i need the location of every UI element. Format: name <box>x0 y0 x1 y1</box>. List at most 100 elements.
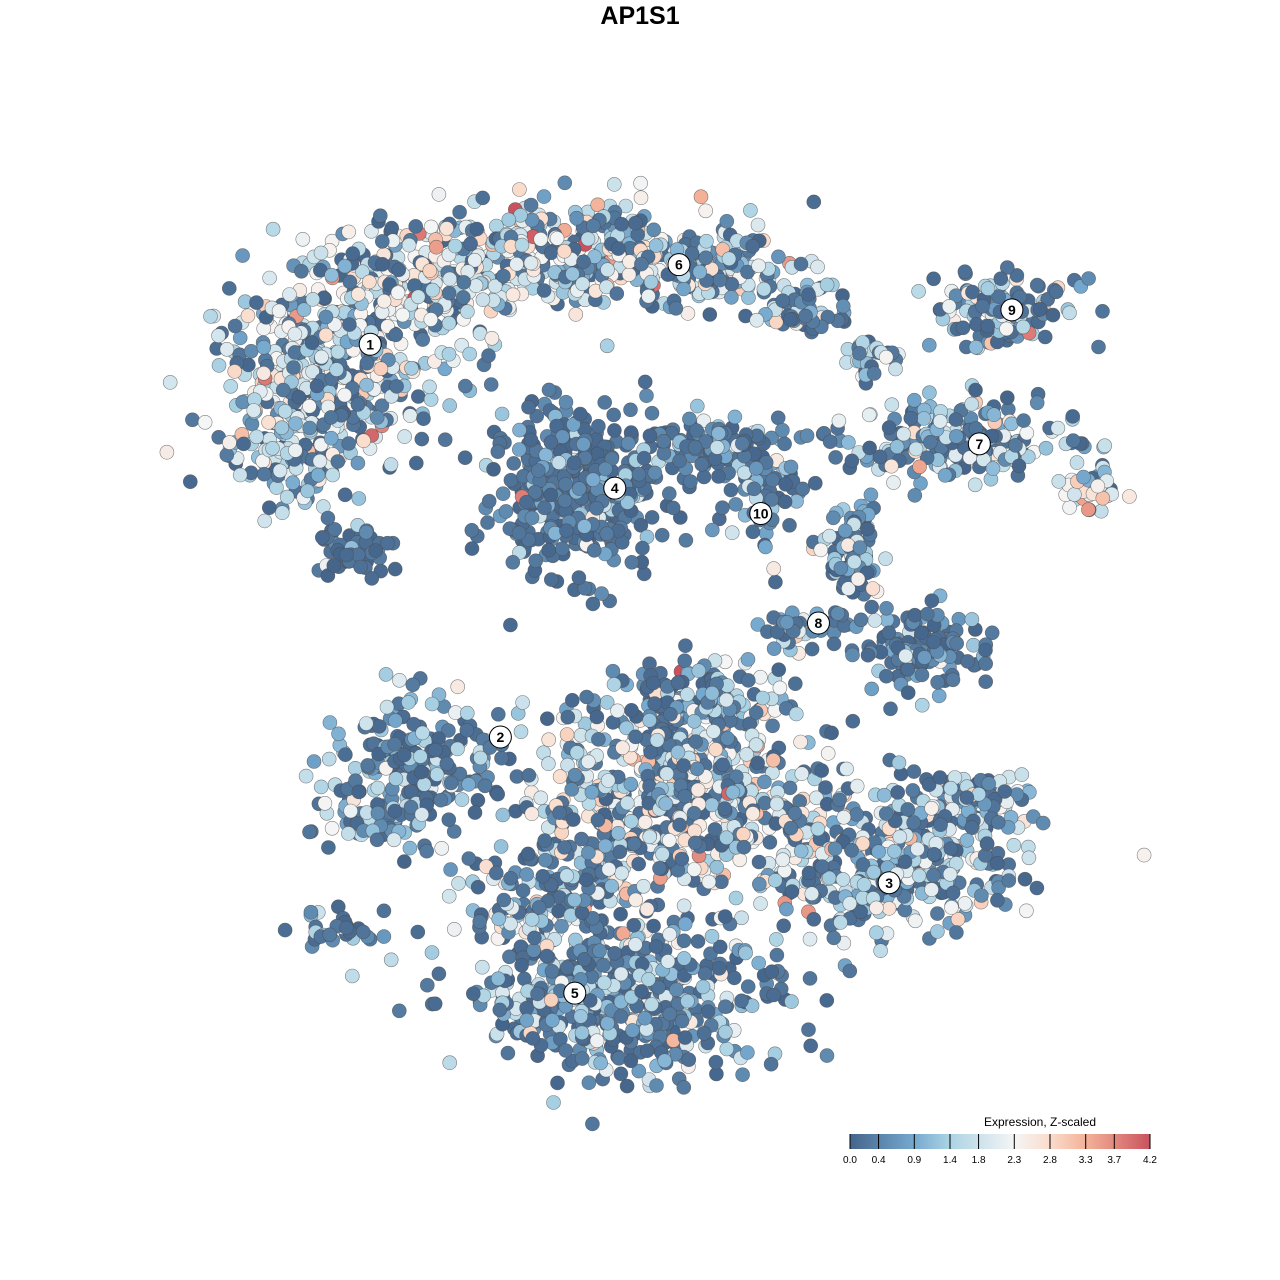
data-point <box>820 746 836 761</box>
data-point <box>318 327 334 343</box>
data-point <box>906 392 922 408</box>
data-point <box>661 486 677 501</box>
data-point <box>634 984 649 999</box>
data-point <box>750 755 765 771</box>
data-point <box>917 650 932 665</box>
data-point <box>443 862 458 877</box>
data-point <box>621 267 637 282</box>
data-point <box>376 903 392 919</box>
data-point <box>997 784 1012 799</box>
data-point <box>422 379 437 395</box>
data-point <box>623 813 639 829</box>
data-point <box>257 513 273 529</box>
data-point <box>656 433 671 449</box>
data-point <box>481 493 497 509</box>
data-point <box>578 872 594 888</box>
data-point <box>530 986 545 1002</box>
data-point <box>434 840 450 856</box>
data-point <box>368 543 384 558</box>
data-point <box>641 972 656 987</box>
data-point <box>740 673 756 688</box>
data-point <box>949 636 965 651</box>
data-point <box>696 1026 712 1041</box>
data-point <box>822 528 837 544</box>
data-point <box>908 441 924 457</box>
cluster-label-3: 3 <box>877 871 901 895</box>
data-point <box>886 475 901 490</box>
data-point <box>537 500 552 516</box>
data-point <box>384 220 400 236</box>
data-point <box>272 463 288 479</box>
data-point <box>735 1067 750 1082</box>
data-point <box>670 744 686 760</box>
data-point <box>543 992 559 1008</box>
data-point <box>271 303 287 319</box>
data-point <box>324 820 340 836</box>
data-point <box>695 979 711 995</box>
data-point <box>654 527 670 543</box>
data-point <box>719 830 734 846</box>
data-point <box>351 491 367 506</box>
data-point <box>442 271 458 287</box>
data-point <box>503 870 518 886</box>
data-point <box>576 436 591 452</box>
data-point <box>331 726 346 742</box>
data-point <box>863 487 879 503</box>
data-point <box>1006 837 1022 853</box>
data-point <box>656 446 672 461</box>
data-point <box>492 1002 508 1018</box>
data-point <box>388 713 403 728</box>
data-point <box>624 702 639 718</box>
data-point <box>636 878 651 894</box>
data-point <box>1090 478 1106 494</box>
data-point <box>496 892 512 908</box>
data-point <box>591 732 606 747</box>
data-point <box>610 241 626 256</box>
data-point <box>302 398 317 414</box>
data-point <box>392 672 407 688</box>
data-point <box>624 554 640 570</box>
data-point <box>512 182 527 197</box>
data-point <box>762 834 778 850</box>
data-point <box>850 571 866 587</box>
data-point <box>734 910 749 926</box>
data-point <box>585 472 601 488</box>
data-point <box>526 943 542 958</box>
data-point <box>676 758 691 773</box>
cluster-label-8: 8 <box>806 611 830 635</box>
data-point <box>541 732 557 748</box>
data-point <box>941 299 957 314</box>
data-point <box>912 459 927 475</box>
data-point <box>704 522 720 538</box>
data-point <box>768 932 784 947</box>
data-point <box>261 500 277 516</box>
data-point <box>897 854 913 870</box>
data-point <box>814 763 830 778</box>
data-point <box>541 756 556 772</box>
data-point <box>674 851 690 867</box>
data-point <box>523 432 539 448</box>
data-point <box>643 745 659 760</box>
data-point <box>884 397 900 413</box>
data-point <box>622 254 637 269</box>
data-point <box>416 777 432 792</box>
data-point <box>580 231 596 247</box>
data-point <box>423 219 439 235</box>
data-point <box>771 249 786 265</box>
data-point <box>896 426 911 442</box>
data-point <box>502 949 517 965</box>
data-point <box>450 741 465 757</box>
data-point <box>900 802 916 817</box>
data-point <box>249 295 264 310</box>
data-point <box>574 905 590 921</box>
data-point <box>470 792 486 808</box>
data-point <box>1091 339 1106 355</box>
data-point <box>1069 455 1085 470</box>
data-point <box>826 636 842 652</box>
data-point <box>337 258 353 274</box>
data-point <box>472 914 488 929</box>
data-point <box>320 510 336 526</box>
data-point <box>648 939 664 954</box>
data-point <box>818 780 833 795</box>
data-point <box>704 928 720 944</box>
